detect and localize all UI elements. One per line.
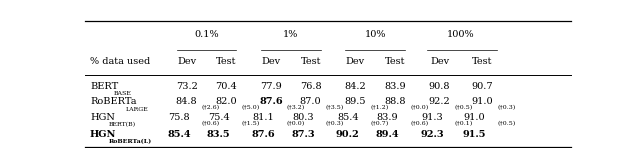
Text: (†0.6): (†0.6) (410, 121, 428, 126)
Text: 0.1%: 0.1% (194, 30, 219, 39)
Text: Dev: Dev (346, 57, 365, 66)
Text: Dev: Dev (261, 57, 280, 66)
Text: 84.2: 84.2 (344, 82, 366, 91)
Text: (†0.5): (†0.5) (497, 121, 515, 126)
Text: LARGE: LARGE (125, 107, 148, 112)
Text: 82.0: 82.0 (216, 97, 237, 106)
Text: 90.2: 90.2 (336, 130, 360, 139)
Text: (†0.0): (†0.0) (410, 105, 429, 110)
Text: 85.4: 85.4 (337, 113, 358, 122)
Text: (†3.5): (†3.5) (326, 105, 344, 110)
Text: 87.6: 87.6 (252, 130, 275, 139)
Text: (†2.6): (†2.6) (202, 105, 220, 110)
Text: RoBERTa(L): RoBERTa(L) (109, 139, 152, 144)
Text: 76.8: 76.8 (300, 82, 321, 91)
Text: (†0.5): (†0.5) (455, 105, 473, 110)
Text: Test: Test (472, 57, 492, 66)
Text: (†0.6): (†0.6) (202, 121, 220, 126)
Text: 10%: 10% (364, 30, 386, 39)
Text: (†0.7): (†0.7) (371, 121, 389, 126)
Text: (†0.3): (†0.3) (326, 121, 344, 126)
Text: 90.8: 90.8 (429, 82, 451, 91)
Text: Test: Test (385, 57, 405, 66)
Text: 83.9: 83.9 (384, 82, 406, 91)
Text: 73.2: 73.2 (176, 82, 198, 91)
Text: 89.4: 89.4 (376, 130, 399, 139)
Text: (†1.5): (†1.5) (241, 121, 260, 126)
Text: 87.6: 87.6 (259, 97, 283, 106)
Text: 88.8: 88.8 (384, 97, 406, 106)
Text: Test: Test (216, 57, 237, 66)
Text: % data used: % data used (90, 57, 150, 66)
Text: 87.3: 87.3 (291, 130, 315, 139)
Text: 91.5: 91.5 (463, 130, 486, 139)
Text: 84.8: 84.8 (176, 97, 198, 106)
Text: (†0.0): (†0.0) (286, 121, 305, 126)
Text: RoBERTa: RoBERTa (90, 97, 136, 106)
Text: 77.9: 77.9 (260, 82, 282, 91)
Text: 89.5: 89.5 (344, 97, 366, 106)
Text: 92.2: 92.2 (429, 97, 451, 106)
Text: 75.8: 75.8 (168, 113, 190, 122)
Text: Dev: Dev (177, 57, 196, 66)
Text: 75.4: 75.4 (208, 113, 230, 122)
Text: (†0.3): (†0.3) (497, 105, 515, 110)
Text: BERT: BERT (90, 82, 118, 91)
Text: 91.3: 91.3 (421, 113, 443, 122)
Text: 85.4: 85.4 (167, 130, 191, 139)
Text: 91.0: 91.0 (463, 113, 485, 122)
Text: HGN: HGN (90, 113, 115, 122)
Text: BASE: BASE (114, 91, 132, 96)
Text: 91.0: 91.0 (471, 97, 493, 106)
Text: 1%: 1% (283, 30, 298, 39)
Text: 70.4: 70.4 (216, 82, 237, 91)
Text: 83.5: 83.5 (207, 130, 230, 139)
Text: 87.0: 87.0 (300, 97, 321, 106)
Text: 92.3: 92.3 (420, 130, 444, 139)
Text: 81.1: 81.1 (253, 113, 275, 122)
Text: Dev: Dev (430, 57, 449, 66)
Text: BERT(B): BERT(B) (109, 122, 136, 128)
Text: Test: Test (300, 57, 321, 66)
Text: (†3.2): (†3.2) (286, 105, 305, 110)
Text: HGN: HGN (90, 130, 116, 139)
Text: (†5.0): (†5.0) (241, 105, 260, 110)
Text: 83.9: 83.9 (376, 113, 398, 122)
Text: 100%: 100% (447, 30, 475, 39)
Text: (†0.1): (†0.1) (455, 121, 473, 126)
Text: 80.3: 80.3 (292, 113, 314, 122)
Text: 90.7: 90.7 (471, 82, 493, 91)
Text: (†1.2): (†1.2) (371, 105, 389, 110)
